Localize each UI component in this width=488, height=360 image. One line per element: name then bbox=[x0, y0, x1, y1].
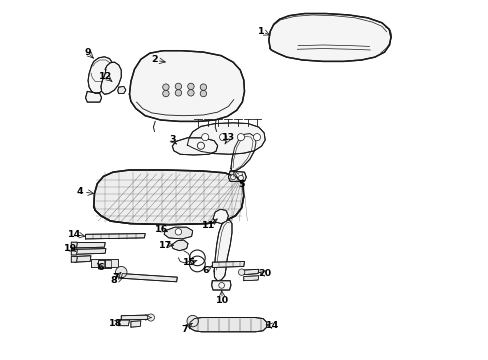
Circle shape bbox=[147, 314, 154, 321]
Polygon shape bbox=[212, 261, 244, 267]
Polygon shape bbox=[94, 170, 244, 225]
Text: 18: 18 bbox=[108, 319, 122, 328]
Circle shape bbox=[200, 90, 206, 97]
Text: 14: 14 bbox=[265, 321, 279, 330]
Polygon shape bbox=[213, 209, 228, 224]
Circle shape bbox=[200, 84, 206, 90]
Polygon shape bbox=[77, 243, 105, 248]
Polygon shape bbox=[131, 321, 141, 327]
Text: 3: 3 bbox=[169, 135, 175, 144]
Circle shape bbox=[163, 84, 169, 90]
Circle shape bbox=[253, 134, 260, 141]
Circle shape bbox=[197, 142, 204, 149]
Polygon shape bbox=[105, 258, 118, 267]
Circle shape bbox=[115, 266, 127, 278]
Text: 7: 7 bbox=[181, 325, 187, 334]
Polygon shape bbox=[244, 276, 258, 281]
Circle shape bbox=[218, 283, 224, 288]
Polygon shape bbox=[71, 249, 77, 255]
Text: 15: 15 bbox=[182, 258, 195, 267]
Polygon shape bbox=[268, 14, 390, 62]
Circle shape bbox=[238, 269, 244, 275]
Polygon shape bbox=[88, 57, 114, 94]
Polygon shape bbox=[121, 274, 177, 282]
Text: 10: 10 bbox=[215, 296, 228, 305]
Polygon shape bbox=[75, 256, 91, 262]
Text: 9: 9 bbox=[84, 48, 90, 57]
Text: 16: 16 bbox=[155, 225, 168, 234]
Circle shape bbox=[187, 83, 194, 90]
Text: 1: 1 bbox=[258, 27, 264, 36]
Polygon shape bbox=[71, 242, 77, 248]
Polygon shape bbox=[85, 91, 102, 102]
Text: 6: 6 bbox=[202, 266, 209, 275]
Polygon shape bbox=[228, 171, 246, 181]
Circle shape bbox=[219, 134, 226, 141]
Polygon shape bbox=[118, 86, 125, 94]
Text: 13: 13 bbox=[222, 133, 235, 142]
Text: 7: 7 bbox=[112, 273, 119, 282]
Polygon shape bbox=[129, 51, 244, 121]
Text: 14: 14 bbox=[68, 230, 81, 239]
Circle shape bbox=[175, 83, 181, 90]
Text: 5: 5 bbox=[238, 180, 244, 189]
Circle shape bbox=[230, 175, 235, 180]
Text: 6: 6 bbox=[98, 263, 104, 272]
Text: 12: 12 bbox=[99, 72, 112, 81]
Text: 4: 4 bbox=[77, 187, 83, 196]
Circle shape bbox=[187, 90, 194, 96]
Text: 20: 20 bbox=[258, 269, 271, 278]
Text: 8: 8 bbox=[110, 276, 117, 285]
Polygon shape bbox=[101, 62, 121, 94]
Circle shape bbox=[237, 134, 244, 141]
Circle shape bbox=[175, 229, 181, 235]
Text: 19: 19 bbox=[63, 244, 77, 253]
Circle shape bbox=[201, 134, 208, 141]
Polygon shape bbox=[85, 234, 145, 239]
Polygon shape bbox=[214, 220, 231, 281]
Polygon shape bbox=[211, 281, 230, 290]
Polygon shape bbox=[91, 258, 103, 267]
Circle shape bbox=[186, 315, 198, 327]
Polygon shape bbox=[187, 123, 264, 154]
Circle shape bbox=[238, 175, 243, 180]
Polygon shape bbox=[71, 256, 77, 262]
Circle shape bbox=[163, 90, 169, 97]
Text: 2: 2 bbox=[151, 55, 158, 64]
Polygon shape bbox=[244, 269, 258, 275]
Polygon shape bbox=[171, 240, 188, 251]
Text: 17: 17 bbox=[158, 240, 171, 249]
Polygon shape bbox=[121, 315, 148, 320]
Polygon shape bbox=[189, 318, 266, 332]
Polygon shape bbox=[164, 227, 192, 239]
Text: 11: 11 bbox=[201, 221, 214, 230]
Polygon shape bbox=[119, 320, 129, 326]
Polygon shape bbox=[172, 138, 217, 155]
Circle shape bbox=[175, 90, 181, 96]
Polygon shape bbox=[76, 249, 106, 254]
Polygon shape bbox=[98, 260, 111, 268]
Polygon shape bbox=[230, 134, 255, 171]
